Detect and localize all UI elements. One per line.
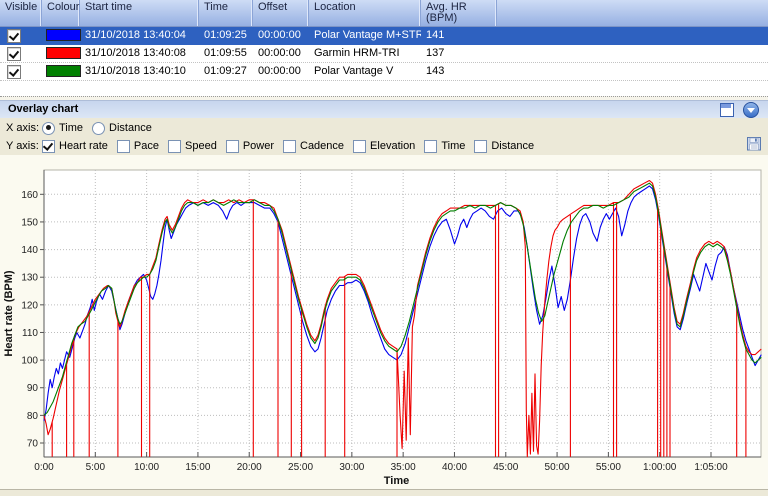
column-header-avg-hr[interactable]: Avg. HR (BPM): [421, 0, 497, 26]
svg-text:Heart rate (BPM): Heart rate (BPM): [3, 270, 15, 357]
section-title: Overlay chart: [8, 103, 79, 115]
location-cell: Polar Vantage V: [314, 65, 394, 77]
checkbox-icon[interactable]: [283, 139, 296, 153]
start-time-cell: 31/10/2018 13:40:08: [85, 47, 186, 59]
svg-text:Time: Time: [384, 475, 409, 487]
checkbox-icon[interactable]: [225, 139, 239, 153]
location-cell: Garmin HRM-TRI: [314, 47, 400, 59]
avg-hr-cell: 143: [426, 65, 445, 77]
checkbox-icon[interactable]: [168, 139, 181, 153]
visible-checkbox[interactable]: [7, 29, 21, 43]
svg-text:110: 110: [22, 328, 38, 339]
svg-text:45:00: 45:00: [493, 462, 518, 473]
svg-text:130: 130: [21, 273, 38, 284]
svg-text:70: 70: [27, 439, 39, 450]
panel-layout-icon[interactable]: [720, 103, 734, 117]
x-axis-label: X axis:: [6, 122, 40, 134]
svg-text:1:00:00: 1:00:00: [643, 462, 677, 473]
y-axis-label: Y axis:: [6, 140, 39, 152]
x-option-time[interactable]: Time: [42, 121, 83, 135]
y-option-speed[interactable]: Speed: [168, 139, 217, 153]
save-chart-button[interactable]: [747, 137, 762, 151]
svg-text:140: 140: [21, 245, 38, 256]
svg-text:30:00: 30:00: [339, 462, 364, 473]
avg-hr-cell: 137: [426, 47, 445, 59]
time-cell: 01:09:27: [204, 65, 247, 77]
checkbox-icon[interactable]: [353, 139, 367, 153]
offset-cell: 00:00:00: [258, 29, 301, 41]
y-option-elevation[interactable]: Elevation: [353, 139, 415, 153]
svg-text:10:00: 10:00: [134, 462, 159, 473]
axis-controls: X axis: Time Distance Y axis: Heart rate…: [0, 118, 768, 155]
svg-text:5:00: 5:00: [86, 462, 106, 473]
checkbox-icon[interactable]: [474, 139, 488, 153]
time-cell: 01:09:25: [204, 29, 247, 41]
svg-text:80: 80: [27, 411, 39, 422]
avg-hr-cell: 141: [426, 29, 445, 41]
svg-text:50:00: 50:00: [545, 462, 570, 473]
y-option-pace[interactable]: Pace: [116, 139, 159, 153]
svg-text:35:00: 35:00: [391, 462, 416, 473]
start-time-cell: 31/10/2018 13:40:04: [85, 29, 186, 41]
column-header-start-time[interactable]: Start time: [80, 0, 199, 26]
overlay-chart-canvas: 70 80 90 100 110 120 130 140 150 160 0:00 5:00 10:00…: [0, 155, 768, 489]
table-row[interactable]: 31/10/2018 13:40:10 01:09:27 00:00:00 Po…: [0, 63, 768, 81]
svg-text:55:00: 55:00: [596, 462, 621, 473]
column-header-time[interactable]: Time: [199, 0, 253, 26]
visible-checkbox[interactable]: [7, 47, 21, 61]
recordings-table: Visible Colour Start time Time Offset Lo…: [0, 0, 768, 96]
svg-text:20:00: 20:00: [237, 462, 262, 473]
location-cell: Polar Vantage M+STRYD: [314, 29, 421, 41]
x-option-distance[interactable]: Distance: [92, 121, 152, 135]
radio-icon[interactable]: [92, 121, 106, 135]
checkbox-icon[interactable]: [424, 139, 438, 153]
svg-text:120: 120: [21, 300, 38, 311]
overlay-chart-header: Overlay chart: [0, 100, 768, 119]
svg-text:0:00: 0:00: [34, 462, 54, 473]
column-header-visible[interactable]: Visible: [0, 0, 42, 26]
window-bottom-edge: [0, 489, 768, 496]
offset-cell: 00:00:00: [258, 47, 301, 59]
svg-text:40:00: 40:00: [442, 462, 467, 473]
checkbox-icon[interactable]: [42, 139, 55, 153]
column-header-location[interactable]: Location: [309, 0, 421, 26]
y-option-heart-rate[interactable]: Heart rate: [42, 139, 108, 153]
svg-text:160: 160: [21, 190, 38, 201]
collapse-button[interactable]: [743, 102, 759, 118]
table-row[interactable]: 31/10/2018 13:40:04 01:09:25 00:00:00 Po…: [0, 27, 768, 45]
y-option-distance[interactable]: Distance: [474, 139, 534, 153]
y-option-power[interactable]: Power: [225, 139, 274, 153]
heart-rate-chart: 70 80 90 100 110 120 130 140 150 160 0:00 5:00 10:00…: [3, 169, 762, 487]
y-axis-row: Y axis: Heart rate Pace Speed Power Cade…: [0, 138, 768, 154]
svg-text:25:00: 25:00: [288, 462, 313, 473]
colour-swatch[interactable]: [46, 29, 81, 41]
svg-text:100: 100: [21, 356, 38, 367]
checkbox-icon[interactable]: [116, 139, 130, 153]
offset-cell: 00:00:00: [258, 65, 301, 77]
floppy-disk-icon: [747, 137, 761, 151]
table-row[interactable]: 31/10/2018 13:40:08 01:09:55 00:00:00 Ga…: [0, 45, 768, 63]
svg-text:150: 150: [21, 217, 38, 228]
time-cell: 01:09:55: [204, 47, 247, 59]
svg-text:1:05:00: 1:05:00: [694, 462, 728, 473]
svg-text:90: 90: [27, 383, 39, 394]
table-header-row: Visible Colour Start time Time Offset Lo…: [0, 0, 768, 27]
column-header-colour[interactable]: Colour: [42, 0, 80, 26]
column-header-offset[interactable]: Offset: [253, 0, 309, 26]
radio-icon[interactable]: [42, 121, 55, 135]
y-option-time[interactable]: Time: [424, 139, 465, 153]
visible-checkbox[interactable]: [7, 65, 21, 79]
colour-swatch[interactable]: [46, 65, 81, 77]
x-axis-row: X axis: Time Distance: [0, 120, 768, 136]
column-header-filler: [497, 0, 768, 26]
horizontal-splitter[interactable]: [0, 96, 768, 101]
start-time-cell: 31/10/2018 13:40:10: [85, 65, 186, 77]
svg-text:15:00: 15:00: [185, 462, 210, 473]
colour-swatch[interactable]: [46, 47, 81, 59]
y-option-cadence[interactable]: Cadence: [283, 139, 344, 153]
